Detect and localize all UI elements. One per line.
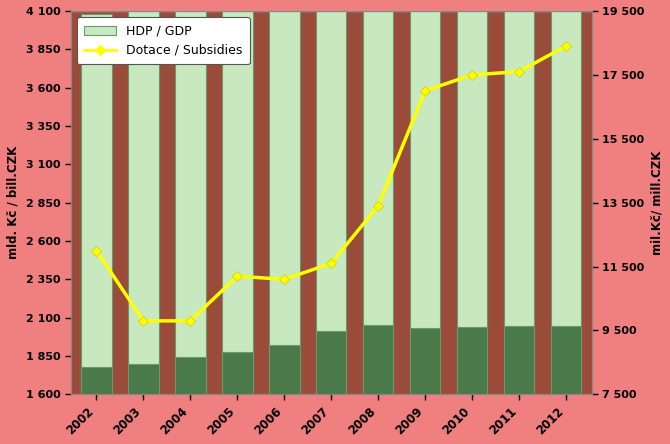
Bar xyxy=(269,0,299,394)
Bar xyxy=(457,0,487,394)
Bar xyxy=(269,345,299,394)
Bar xyxy=(222,0,253,394)
Bar xyxy=(410,328,440,394)
Bar xyxy=(222,352,253,394)
Bar xyxy=(175,357,206,394)
Bar xyxy=(81,367,112,394)
Bar xyxy=(128,0,159,394)
Bar xyxy=(504,326,534,394)
Bar xyxy=(551,0,581,394)
Y-axis label: mil.Kč/ mill.CZK: mil.Kč/ mill.CZK xyxy=(650,151,663,255)
Legend: HDP / GDP, Dotace / Subsidies: HDP / GDP, Dotace / Subsidies xyxy=(77,17,249,64)
Bar xyxy=(410,0,440,394)
Bar xyxy=(316,0,346,394)
Bar xyxy=(457,327,487,394)
Bar xyxy=(316,331,346,394)
Bar xyxy=(128,365,159,394)
Bar xyxy=(504,0,534,394)
Bar xyxy=(551,325,581,394)
Y-axis label: mld. Kč / bill.CZK: mld. Kč / bill.CZK xyxy=(7,146,20,259)
Bar xyxy=(175,0,206,394)
Bar xyxy=(81,14,112,394)
Bar xyxy=(363,0,393,394)
Bar xyxy=(363,325,393,394)
